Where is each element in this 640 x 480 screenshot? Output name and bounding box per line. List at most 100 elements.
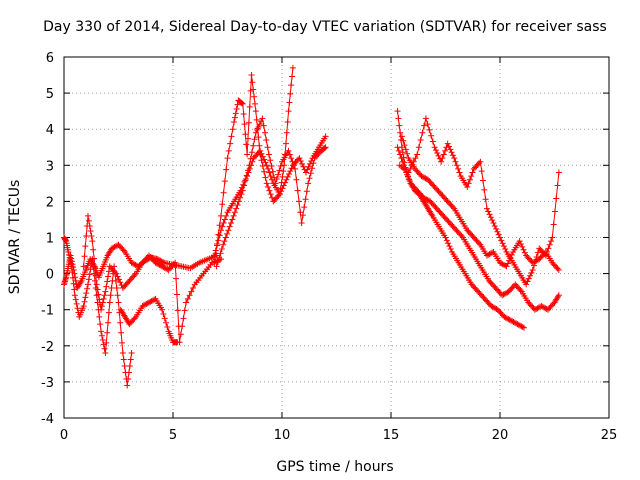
data-point: [220, 220, 227, 227]
data-point: [188, 288, 195, 295]
data-point: [214, 242, 221, 249]
data-point: [229, 216, 236, 223]
data-point: [438, 191, 445, 198]
data-point: [296, 155, 303, 162]
data-point: [555, 292, 562, 299]
data-point: [131, 272, 138, 279]
x-tick-label: 15: [383, 428, 400, 443]
data-point: [275, 171, 282, 178]
data-point: [98, 306, 105, 313]
data-point: [116, 243, 123, 250]
data-point: [464, 227, 471, 234]
data-point: [538, 303, 545, 310]
data-point: [68, 263, 75, 270]
data-point: [453, 162, 460, 169]
data-point: [103, 339, 110, 346]
series-track-d: [117, 295, 181, 346]
data-point: [439, 211, 446, 218]
data-point: [531, 259, 538, 266]
data-point: [476, 240, 483, 247]
data-point: [395, 115, 402, 122]
data-point: [500, 261, 507, 268]
data-point: [217, 250, 224, 257]
data-point: [105, 309, 112, 316]
data-point: [485, 208, 492, 215]
data-point: [290, 162, 297, 169]
data-point: [243, 172, 250, 179]
data-point: [504, 260, 511, 267]
data-point: [502, 246, 509, 253]
data-point: [261, 129, 268, 136]
y-tick-label: -3: [41, 376, 54, 391]
data-point: [155, 261, 162, 268]
data-point: [503, 263, 510, 270]
data-point: [287, 168, 294, 175]
data-point: [166, 265, 173, 272]
data-point: [142, 256, 149, 263]
data-point: [74, 305, 81, 312]
data-point: [491, 283, 498, 290]
data-point: [238, 100, 245, 107]
data-point: [527, 272, 534, 279]
data-point: [286, 151, 293, 158]
data-point: [440, 151, 447, 158]
data-point: [285, 108, 292, 115]
data-point: [483, 252, 490, 259]
data-point: [541, 250, 548, 257]
data-point: [525, 299, 532, 306]
data-point: [84, 212, 91, 219]
data-point: [98, 303, 105, 310]
data-point: [488, 303, 495, 310]
data-point: [218, 246, 225, 253]
data-point: [470, 234, 477, 241]
data-point: [406, 176, 413, 183]
data-point: [437, 209, 444, 216]
data-point: [217, 212, 224, 219]
data-point: [494, 228, 501, 235]
data-point: [474, 238, 481, 245]
data-point: [494, 306, 501, 313]
data-point: [84, 281, 91, 288]
data-point: [126, 363, 133, 370]
data-point: [489, 249, 496, 256]
data-point: [424, 121, 431, 128]
data-point: [289, 73, 296, 80]
data-point: [263, 162, 270, 169]
data-point: [96, 296, 103, 303]
data-point: [283, 129, 290, 136]
data-point: [441, 214, 448, 221]
data-point: [456, 169, 463, 176]
data-point: [404, 150, 411, 157]
data-point: [515, 321, 522, 328]
data-point: [513, 282, 520, 289]
data-point: [222, 234, 229, 241]
data-point: [80, 263, 87, 270]
data-point: [493, 286, 500, 293]
data-point: [418, 173, 425, 180]
data-point: [428, 211, 435, 218]
data-point: [272, 180, 279, 187]
data-point: [536, 245, 543, 252]
data-point: [239, 187, 246, 194]
data-point: [253, 116, 260, 123]
data-point: [489, 217, 496, 224]
data-point: [235, 198, 242, 205]
data-point: [234, 101, 241, 108]
series-track-c: [80, 212, 224, 346]
data-point: [254, 126, 261, 133]
data-point: [250, 86, 257, 93]
data-point: [302, 169, 309, 176]
data-point: [125, 279, 132, 286]
data-point: [278, 188, 285, 195]
data-point: [487, 250, 494, 257]
data-point: [286, 99, 293, 106]
data-point: [128, 350, 135, 357]
data-point: [229, 126, 236, 133]
data-point: [174, 307, 181, 314]
data-point: [214, 259, 221, 266]
data-point: [501, 313, 508, 320]
data-point: [547, 303, 554, 310]
data-point: [539, 303, 546, 310]
data-point: [537, 246, 544, 253]
data-point: [420, 194, 427, 201]
